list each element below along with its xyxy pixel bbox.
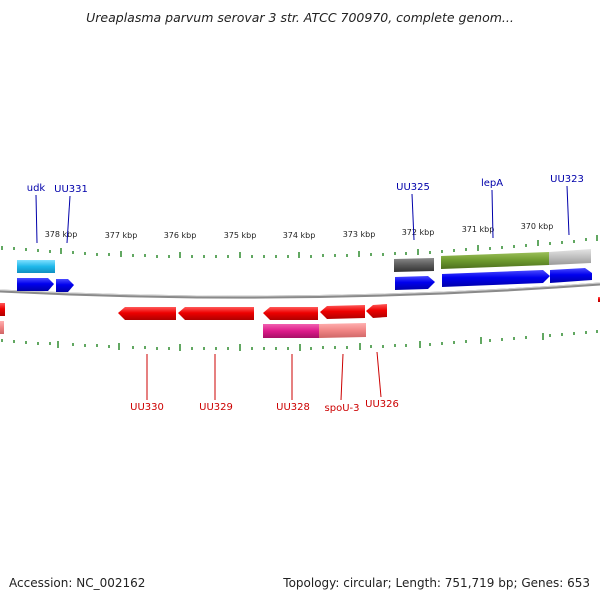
uu331-gene-arrow[interactable] <box>56 279 74 292</box>
genome-summary: Topology: circular; Length: 751,719 bp; … <box>283 576 590 590</box>
gene-label-uu323[interactable]: UU323 <box>550 174 584 185</box>
outer-tick-ring <box>1 235 598 258</box>
uu330-gene-arrow[interactable] <box>118 307 176 320</box>
lepa-gene-arrow[interactable] <box>442 270 550 287</box>
uu323-cog-band[interactable] <box>549 249 591 265</box>
scale-label-375: 375 kbp <box>224 231 257 240</box>
reverse-strand-features <box>0 297 600 338</box>
genome-backbone <box>0 282 600 299</box>
gene-label-uu325[interactable]: UU325 <box>396 182 430 193</box>
accession-info: Accession: NC_002162 <box>9 576 146 590</box>
uu325-cog-band[interactable] <box>394 258 434 272</box>
udk-gene-arrow[interactable] <box>17 278 54 291</box>
forward-label-leaders <box>35 185 570 244</box>
uu328-cog-band[interactable] <box>263 324 319 338</box>
gene-label-uu330[interactable]: UU330 <box>130 402 164 413</box>
uu325-gene-arrow[interactable] <box>395 276 435 290</box>
gene-label-uu331[interactable]: UU331 <box>54 184 88 195</box>
forward-strand-features <box>17 249 592 292</box>
uu326-gene-arrow[interactable] <box>366 304 387 318</box>
map-title: Ureaplasma parvum serovar 3 str. ATCC 70… <box>86 10 514 25</box>
scale-label-377: 377 kbp <box>105 231 138 240</box>
uu328-gene-arrow[interactable] <box>263 307 318 320</box>
gene-label-uu328[interactable]: UU328 <box>276 402 310 413</box>
genome-backbone-highlight <box>0 282 600 297</box>
reverse-label-leaders <box>146 351 382 401</box>
scale-label-370: 370 kbp <box>521 222 554 231</box>
spou3-cog-band[interactable] <box>319 323 366 338</box>
scale-label-373: 373 kbp <box>343 230 376 239</box>
scale-label-371: 371 kbp <box>462 225 495 234</box>
uu323-gene-arrow[interactable] <box>550 268 592 283</box>
spou3-gene-arrow[interactable] <box>320 305 365 319</box>
left-edge-cog-band[interactable] <box>0 321 4 334</box>
udk-cog-band[interactable] <box>17 260 55 273</box>
scale-label-378: 378 kbp <box>45 230 78 239</box>
gene-label-uu329[interactable]: UU329 <box>199 402 233 413</box>
scale-label-374: 374 kbp <box>283 231 316 240</box>
scale-label-372: 372 kbp <box>402 228 435 237</box>
gene-label-udk[interactable]: udk <box>27 183 46 194</box>
left-edge-gene-arrow[interactable] <box>0 303 5 316</box>
gene-label-lepa[interactable]: lepA <box>481 178 503 189</box>
gene-label-spou3[interactable]: spoU-3 <box>325 403 360 414</box>
lepa-cog-band[interactable] <box>441 252 549 269</box>
inner-tick-ring <box>1 330 598 351</box>
gene-label-uu326[interactable]: UU326 <box>365 399 399 410</box>
scale-label-376: 376 kbp <box>164 231 197 240</box>
uu329-gene-arrow[interactable] <box>178 307 254 320</box>
